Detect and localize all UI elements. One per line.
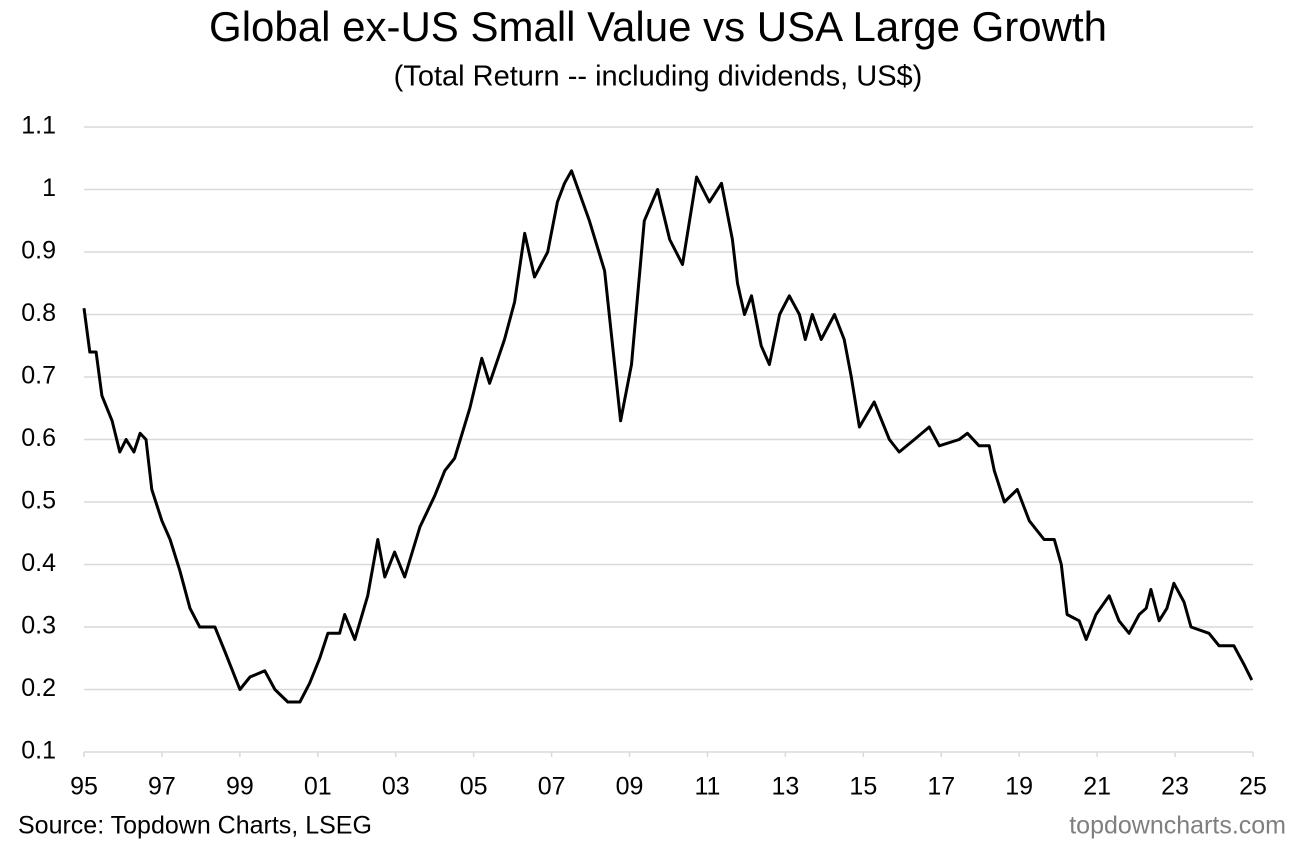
data-line	[82, 169, 1254, 704]
x-tick-label: 01	[304, 773, 332, 801]
y-tick-label: 1	[42, 174, 56, 202]
x-tick-label: 97	[148, 773, 176, 801]
x-tick-label: 19	[1005, 773, 1033, 801]
watermark: topdowncharts.com	[1069, 812, 1286, 840]
y-tick-label: 0.7	[21, 362, 56, 390]
x-tick-label: 99	[226, 773, 254, 801]
x-tick-label: 11	[694, 773, 720, 801]
chart-title: Global ex-US Small Value vs USA Large Gr…	[209, 3, 1107, 50]
x-tick-label: 17	[927, 773, 955, 801]
x-tick-label: 15	[849, 773, 877, 801]
y-tick-label: 0.4	[21, 549, 56, 577]
x-tick-label: 95	[70, 773, 98, 801]
x-tick-label: 13	[771, 773, 799, 801]
chart-subtitle: (Total Return -- including dividends, US…	[394, 61, 923, 93]
y-tick-label: 0.6	[21, 424, 56, 452]
x-tick-label: 07	[538, 773, 566, 801]
y-tick-label: 0.5	[21, 487, 56, 515]
x-tick-label: 03	[382, 773, 410, 801]
y-tick-label: 0.3	[21, 612, 56, 640]
x-tick-label: 23	[1161, 773, 1189, 801]
x-tick-label: 21	[1083, 773, 1111, 801]
x-tick-label: 25	[1239, 773, 1267, 801]
y-tick-label: 0.8	[21, 299, 56, 327]
y-tick-label: 0.9	[21, 237, 56, 265]
y-tick-label: 1.1	[21, 112, 56, 140]
source-note: Source: Topdown Charts, LSEG	[18, 812, 372, 840]
y-tick-label: 0.2	[21, 674, 56, 702]
x-tick-label: 05	[460, 773, 488, 801]
x-tick-label: 09	[616, 773, 644, 801]
y-tick-label: 0.1	[21, 737, 56, 765]
